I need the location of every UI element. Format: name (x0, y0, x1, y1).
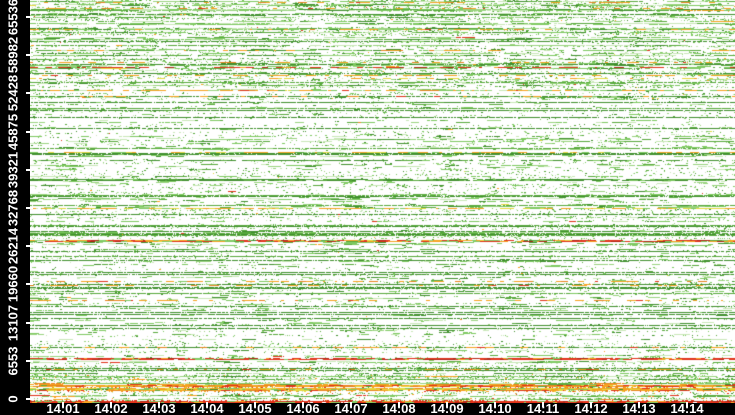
x-axis (0, 403, 735, 415)
y-tick-label: 0 (5, 395, 21, 403)
y-tick-mark (26, 321, 33, 324)
x-tick-label: 14:09 (430, 401, 464, 415)
x-tick-mark (254, 402, 256, 407)
y-tick-mark (26, 283, 33, 286)
y-tick-mark (26, 130, 33, 133)
y-tick-label: 58982 (5, 37, 21, 74)
x-tick-label: 14:05 (238, 401, 272, 415)
y-tick-label: 26214 (5, 228, 21, 265)
x-tick-mark (158, 402, 160, 407)
x-tick-mark (446, 402, 448, 407)
y-tick-mark (26, 207, 33, 209)
x-tick-label: 14:04 (190, 401, 224, 415)
x-tick-label: 14:12 (574, 401, 608, 415)
x-tick-mark (542, 402, 544, 407)
y-tick-label: 52428 (5, 75, 21, 112)
y-tick-mark (26, 245, 33, 248)
y-tick-label: 39321 (5, 151, 21, 188)
x-tick-mark (686, 402, 688, 407)
x-tick-label: 14:03 (142, 401, 176, 415)
y-tick-mark (26, 54, 33, 57)
x-tick-mark (350, 402, 352, 407)
x-tick-mark (62, 402, 64, 407)
y-tick-mark (26, 92, 33, 95)
y-tick-label: 45875 (5, 113, 21, 150)
y-tick-mark (26, 398, 33, 400)
x-tick-label: 14:11 (526, 401, 560, 415)
x-tick-mark (206, 402, 208, 407)
y-tick-label: 65536 (5, 0, 21, 36)
y-tick-label: 6553 (5, 346, 21, 376)
y-axis (0, 0, 30, 415)
x-tick-label: 14:13 (622, 401, 656, 415)
x-tick-label: 14:06 (286, 401, 320, 415)
y-tick-label: 19660 (5, 266, 21, 303)
plot-area (30, 0, 735, 403)
y-tick-mark (26, 16, 33, 18)
x-tick-mark (494, 402, 496, 407)
y-tick-label: 13107 (5, 304, 21, 341)
x-tick-label: 14:01 (46, 401, 80, 415)
y-tick-mark (26, 359, 33, 362)
x-tick-label: 14:14 (670, 401, 704, 415)
x-tick-label: 14:07 (334, 401, 368, 415)
x-tick-label: 14:10 (478, 401, 512, 415)
y-tick-label: 32768 (5, 189, 21, 227)
x-tick-label: 14:08 (382, 401, 416, 415)
x-tick-mark (590, 402, 592, 407)
x-tick-mark (110, 402, 112, 407)
x-tick-mark (302, 402, 304, 407)
x-tick-mark (638, 402, 640, 407)
x-tick-label: 14:02 (94, 401, 128, 415)
y-tick-mark (26, 168, 33, 171)
x-tick-mark (398, 402, 400, 407)
